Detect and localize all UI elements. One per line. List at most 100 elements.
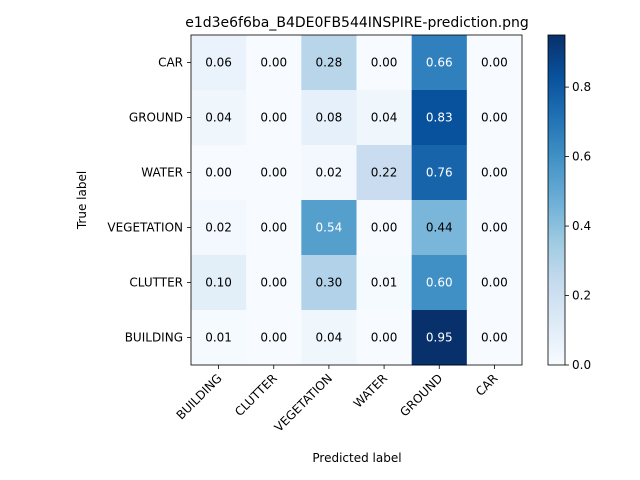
cell-value-label: 0.22 xyxy=(371,166,398,180)
x-tick-label: CLUTTER xyxy=(232,371,280,419)
cell-value-label: 0.44 xyxy=(426,221,453,235)
colorbar-tick-label: 0.8 xyxy=(572,80,591,94)
heatmap-cell xyxy=(246,90,302,146)
cell-value-label: 0.04 xyxy=(316,331,343,345)
heatmap-cell xyxy=(411,255,468,311)
y-axis-label: True label xyxy=(75,171,89,230)
y-tick-label: CAR xyxy=(158,56,183,70)
heatmap-cell xyxy=(466,35,523,91)
cell-value-label: 0.00 xyxy=(371,221,398,235)
cell-value-label: 0.00 xyxy=(205,166,232,180)
heatmap-cell xyxy=(356,35,413,91)
colorbar-ticks: 0.0 0.2 0.4 0.6 0.8 xyxy=(565,80,591,372)
cell-value-label: 0.02 xyxy=(316,166,343,180)
cell-value-label: 0.00 xyxy=(260,221,287,235)
heatmap-cell xyxy=(411,35,468,91)
y-tick-label: CLUTTER xyxy=(129,276,183,290)
cell-value-label: 0.83 xyxy=(426,111,453,125)
cell-value-label: 0.00 xyxy=(260,331,287,345)
cell-value-label: 0.04 xyxy=(205,111,232,125)
heatmap-cell xyxy=(301,90,357,146)
heatmap-cell xyxy=(301,200,357,256)
colorbar xyxy=(547,34,566,366)
colorbar-tick-label: 0.2 xyxy=(572,289,591,303)
colorbar-tick-label: 0.4 xyxy=(572,219,591,233)
x-tick-label: WATER xyxy=(351,371,390,410)
y-tick-label: BUILDING xyxy=(125,331,183,345)
cell-value-label: 0.30 xyxy=(316,276,343,290)
heatmap-cell xyxy=(191,35,247,91)
heatmap-cell-labels: 0.06 0.00 0.28 0.00 0.66 0.00 0.04 0.00 0.08 0.04… xyxy=(205,56,508,345)
cell-value-label: 0.01 xyxy=(371,276,398,290)
y-tick-label: WATER xyxy=(141,166,183,180)
cell-value-label: 0.10 xyxy=(205,276,232,290)
cell-value-label: 0.00 xyxy=(260,166,287,180)
heatmap-cell xyxy=(246,255,302,311)
heatmap-cell xyxy=(191,90,247,146)
y-tick-label: GROUND xyxy=(129,111,183,125)
heatmap-cell xyxy=(466,145,523,201)
heatmap-cell xyxy=(191,310,247,366)
cell-value-label: 0.04 xyxy=(371,111,398,125)
heatmap-cell xyxy=(191,145,247,201)
heatmap-cell xyxy=(411,310,468,366)
cell-value-label: 0.00 xyxy=(481,166,508,180)
heatmap-cell xyxy=(191,255,247,311)
cell-value-label: 0.66 xyxy=(426,56,453,70)
cell-value-label: 0.28 xyxy=(316,56,343,70)
heatmap-cell xyxy=(356,310,413,366)
x-axis-label: Predicted label xyxy=(312,451,401,465)
cell-value-label: 0.00 xyxy=(481,111,508,125)
cell-value-label: 0.54 xyxy=(316,221,343,235)
cell-value-label: 0.00 xyxy=(260,56,287,70)
heatmap-cell xyxy=(191,200,247,256)
colorbar-tick-label: 0.6 xyxy=(572,150,591,164)
heatmap-cell xyxy=(411,145,468,201)
cell-value-label: 0.00 xyxy=(260,276,287,290)
heatmap-cell xyxy=(466,90,523,146)
heatmap-cell xyxy=(466,310,523,366)
heatmap-cell xyxy=(356,200,413,256)
x-tick-label: BUILDING xyxy=(174,371,225,422)
x-tick-label: VEGETATION xyxy=(272,371,335,434)
cell-value-label: 0.00 xyxy=(481,56,508,70)
cell-value-label: 0.00 xyxy=(260,111,287,125)
heatmap-cell xyxy=(301,145,357,201)
heatmap-cell xyxy=(356,90,413,146)
x-tick-label: GROUND xyxy=(397,371,445,419)
cell-value-label: 0.02 xyxy=(205,221,232,235)
cell-value-label: 0.08 xyxy=(316,111,343,125)
heatmap-cell xyxy=(246,200,302,256)
cell-value-label: 0.95 xyxy=(426,331,453,345)
heatmap-cell xyxy=(301,35,357,91)
cell-value-label: 0.60 xyxy=(426,276,453,290)
y-axis-ticks: CAR GROUND WATER VEGETATION CLUTTER BUILDING xyxy=(107,56,191,345)
heatmap-cell xyxy=(411,200,468,256)
cell-value-label: 0.01 xyxy=(205,331,232,345)
heatmap-cell xyxy=(301,255,357,311)
heatmap-cell xyxy=(466,200,523,256)
cell-value-label: 0.76 xyxy=(426,166,453,180)
heatmap-cell xyxy=(246,145,302,201)
heatmap-cells xyxy=(191,35,523,366)
cell-value-label: 0.00 xyxy=(371,331,398,345)
heatmap-cell xyxy=(246,310,302,366)
heatmap-cell xyxy=(411,90,468,146)
cell-value-label: 0.00 xyxy=(481,276,508,290)
x-tick-label: CAR xyxy=(473,371,501,399)
y-tick-label: VEGETATION xyxy=(107,221,183,235)
heatmap-cell xyxy=(356,145,413,201)
heatmap-cell xyxy=(246,35,302,91)
cell-value-label: 0.00 xyxy=(481,331,508,345)
cell-value-label: 0.00 xyxy=(481,221,508,235)
cell-value-label: 0.06 xyxy=(205,56,232,70)
colorbar-tick-label: 0.0 xyxy=(572,358,591,372)
heatmap-cell xyxy=(356,255,413,311)
cell-value-label: 0.00 xyxy=(371,56,398,70)
heatmap-cell xyxy=(301,310,357,366)
chart-title: e1d3e6f6ba_B4DE0FB544INSPIRE-prediction.… xyxy=(185,15,529,31)
plot-frame xyxy=(190,34,523,366)
heatmap-cell xyxy=(466,255,523,311)
